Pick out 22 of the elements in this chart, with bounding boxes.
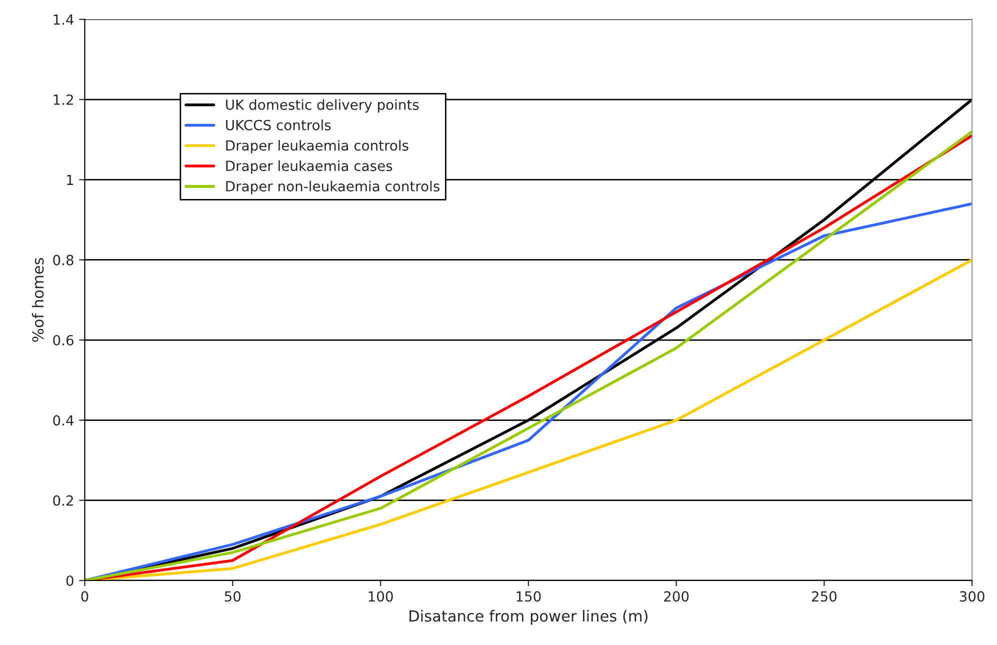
x-tick-label: 200 [664, 591, 689, 602]
x-tick-label: 150 [516, 591, 541, 602]
y-axis-title: %of homes [32, 258, 44, 342]
legend-label: UKCCS controls [226, 120, 331, 130]
x-axis-title: Disatance from power lines (m) [410, 610, 648, 625]
x-tick-label: 0 [81, 591, 88, 602]
x-tick-label: 250 [812, 591, 837, 602]
x-tick-label: 300 [960, 591, 984, 602]
y-tick-label: 0.8 [53, 254, 74, 266]
x-tick-label: 50 [224, 591, 241, 602]
y-tick-label: 0.2 [53, 495, 73, 506]
y-tick-label: 0 [66, 575, 74, 586]
legend-label: Draper leukaemia cases [226, 160, 392, 174]
x-tick-label: 100 [368, 591, 393, 602]
y-tick-label: 0.4 [53, 415, 74, 426]
legend-label: Draper leukaemia controls [226, 140, 408, 154]
y-tick-label: 1 [67, 174, 74, 185]
y-tick-label: 0.6 [53, 334, 74, 346]
legend-label: UK domestic delivery points [226, 99, 419, 113]
y-tick-label: 1.2 [54, 94, 73, 105]
y-tick-label: 1.4 [54, 14, 74, 25]
legend-label: Draper non-leukaemia controls [226, 180, 440, 194]
